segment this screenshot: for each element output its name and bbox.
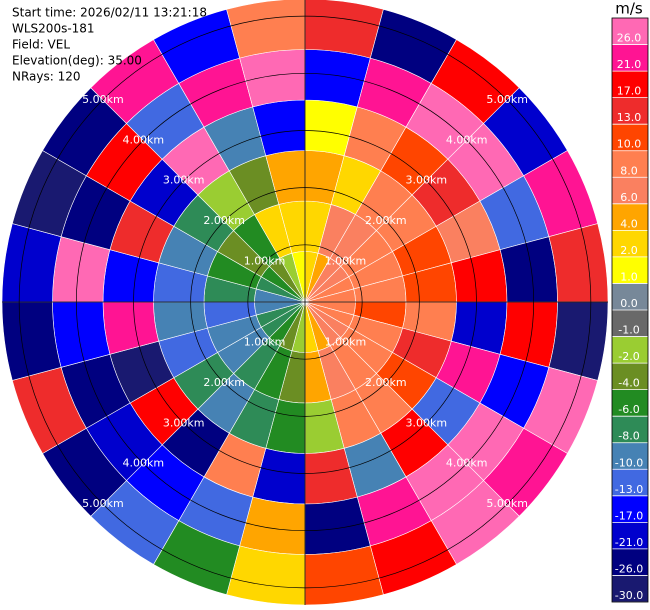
velocity-cell <box>226 0 306 59</box>
colorbar-tick-label: -21.0 <box>615 536 643 549</box>
colorbar-band <box>612 177 648 205</box>
colorbar-band <box>612 230 648 258</box>
colorbar-tick-label: 10.0 <box>617 138 642 151</box>
colorbar-band <box>612 97 648 125</box>
range-ring-label: 2.00km <box>365 376 407 389</box>
range-ring-label: 2.00km <box>203 376 245 389</box>
range-ring-label: 5.00km <box>82 93 124 106</box>
colorbar-band <box>612 71 648 98</box>
colorbar-tick-label: 13.0 <box>617 111 642 124</box>
header: Start time: 2026/02/11 13:21:18 WLS200s-1… <box>12 6 207 84</box>
colorbar-tick-label: -26.0 <box>615 562 643 575</box>
colorbar-tick-label: -8.0 <box>618 430 639 443</box>
range-ring <box>133 130 477 474</box>
colorbar-band <box>612 522 648 550</box>
range-ring-label: 4.00km <box>123 457 165 470</box>
velocity-cell <box>548 223 609 303</box>
velocity-cell <box>1 301 62 381</box>
header-line: Field: VEL <box>12 38 70 52</box>
colorbar-band <box>612 548 648 576</box>
colorbar-tick-label: 8.0 <box>620 164 638 177</box>
colorbar-tick-label: -6.0 <box>618 403 639 416</box>
colorbar-tick-label: 0.0 <box>620 297 638 310</box>
colorbar-tick-label: -30.0 <box>615 589 643 602</box>
colorbar: m/s 26.0 21.0 17.0 13.0 10.0 8.0 6.0 4.0 2.0 1.0 0… <box>611 0 649 603</box>
range-ring <box>75 72 535 532</box>
colorbar-band <box>612 203 648 231</box>
range-ring-label: 1.00km <box>325 335 367 348</box>
colorbar-band <box>612 442 648 470</box>
colorbar-tick-label: 6.0 <box>620 191 638 204</box>
range-ring-label: 1.00km <box>325 255 367 268</box>
range-ring-label: 3.00km <box>405 416 447 429</box>
header-line: Elevation(deg): 35.00 <box>12 54 142 68</box>
colorbar-band <box>612 363 648 390</box>
range-ring <box>18 15 592 589</box>
range-ring <box>247 244 363 360</box>
colorbar-tick-label: -1.0 <box>618 324 639 337</box>
colorbar-tick-label: 2.0 <box>620 244 638 257</box>
colorbar-band <box>612 256 648 284</box>
range-ring-label: 3.00km <box>405 174 447 187</box>
colorbar-tick-label: -4.0 <box>618 377 639 390</box>
colorbar-tick-label: 17.0 <box>617 85 642 98</box>
colorbar-band <box>612 575 648 603</box>
range-ring-label: 4.00km <box>123 133 165 146</box>
range-ring-label: 3.00km <box>163 416 205 429</box>
velocity-cell <box>304 0 384 59</box>
range-rings: 1.00km 1.00km 1.00km 1.00km 2.00km 2.00km 2.00… <box>2 0 608 605</box>
colorbar-tick-label: 4.0 <box>620 217 638 230</box>
colorbar-tick-label: -13.0 <box>615 483 643 496</box>
velocity-cell <box>226 545 306 606</box>
colorbar-label: m/s <box>615 0 643 18</box>
range-ring-label: 5.00km <box>486 93 528 106</box>
range-ring-label: 5.00km <box>486 497 528 510</box>
colorbar-frame <box>611 17 649 603</box>
colorbar-tick-label: 1.0 <box>620 270 638 283</box>
colorbar-band <box>612 469 648 497</box>
colorbar-band <box>612 18 648 45</box>
range-ring-label: 1.00km <box>244 255 286 268</box>
colorbar-tick-label: -17.0 <box>615 509 643 522</box>
range-ring-label: 1.00km <box>244 335 286 348</box>
colorbar-band <box>612 416 648 444</box>
range-ring-label: 2.00km <box>365 214 407 227</box>
colorbar-band <box>612 389 648 417</box>
header-line: WLS200s-181 <box>12 22 95 36</box>
colorbar-band <box>612 336 648 364</box>
colorbar-band <box>612 495 648 523</box>
header-line: Start time: 2026/02/11 13:21:18 <box>12 6 207 20</box>
colorbar-band <box>612 283 648 311</box>
velocity-cell <box>548 301 609 381</box>
colorbar-tick-label: -10.0 <box>615 456 643 469</box>
colorbar-band <box>612 124 648 152</box>
range-ring-label: 3.00km <box>163 174 205 187</box>
radar-cells <box>1 0 609 606</box>
header-line: NRays: 120 <box>12 70 81 84</box>
range-ring-label: 4.00km <box>446 133 488 146</box>
colorbar-band <box>612 150 648 178</box>
velocity-cell <box>1 223 62 303</box>
range-ring <box>190 187 420 417</box>
colorbar-band <box>612 310 648 337</box>
colorbar-tick-label: 26.0 <box>617 32 642 45</box>
range-ring-label: 5.00km <box>82 497 124 510</box>
colorbar-tick-label: 21.0 <box>617 58 642 71</box>
range-ring-label: 2.00km <box>203 214 245 227</box>
range-ring-label: 4.00km <box>446 457 488 470</box>
colorbar-tick-label: -2.0 <box>618 350 639 363</box>
velocity-cell <box>304 545 384 606</box>
colorbar-band <box>612 44 648 72</box>
